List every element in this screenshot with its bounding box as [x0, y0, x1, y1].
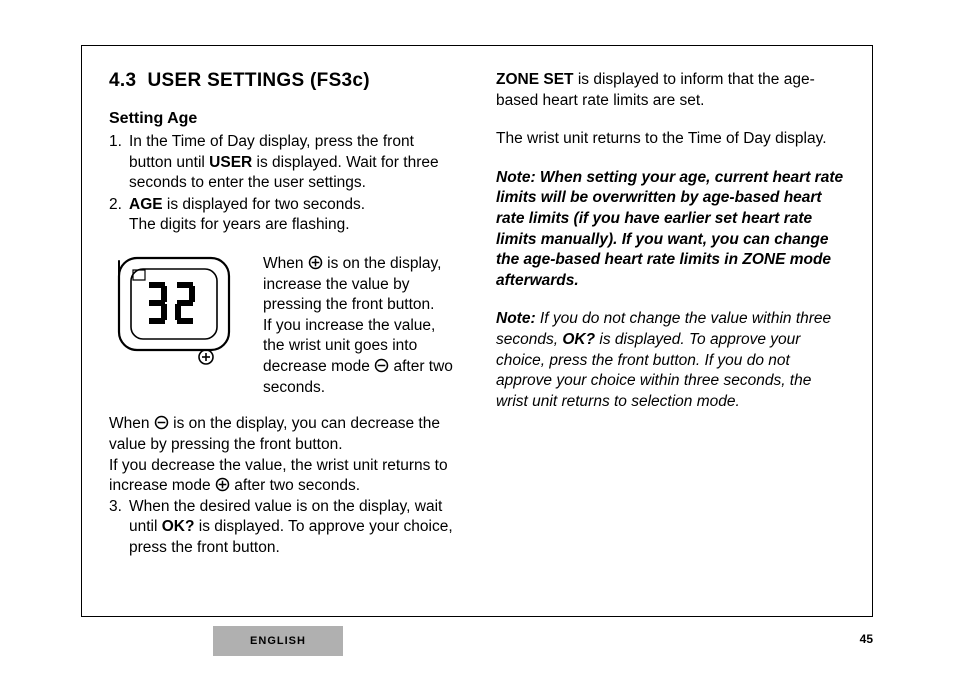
- spacer: [496, 291, 847, 309]
- minus-icon: [154, 415, 169, 430]
- step-1: 1. In the Time of Day display, press the…: [109, 132, 460, 194]
- step-2-text: AGE is displayed for two seconds. The di…: [129, 195, 460, 236]
- fig-para-1: When is on the display, increase the val…: [263, 254, 460, 316]
- spacer: [496, 111, 847, 129]
- below-fig-para-2: If you decrease the value, the wrist uni…: [109, 456, 460, 497]
- figure-text: When is on the display, increase the val…: [263, 254, 460, 398]
- return-line: The wrist unit returns to the Time of Da…: [496, 129, 847, 150]
- step-2: 2. AGE is displayed for two seconds. The…: [109, 195, 460, 236]
- note-2: Note: If you do not change the value wit…: [496, 309, 847, 412]
- spacer: [496, 150, 847, 168]
- footer: ENGLISH 45: [81, 626, 873, 656]
- device-illustration: [115, 254, 233, 374]
- note-1-text: When setting your age, current heart rat…: [496, 169, 843, 289]
- step-3-num: 3.: [109, 497, 129, 559]
- plus-icon: [308, 255, 323, 270]
- step-3: 3. When the desired value is on the disp…: [109, 497, 460, 559]
- step-3-text: When the desired value is on the display…: [129, 497, 460, 559]
- section-title-text: USER SETTINGS (FS3c): [148, 70, 370, 91]
- spacer: [109, 560, 460, 578]
- note-1-label: Note:: [496, 169, 536, 186]
- minus-icon: [374, 358, 389, 373]
- section-title: 4.3 USER SETTINGS (FS3c): [109, 70, 460, 92]
- note-1: Note: When setting your age, current hea…: [496, 168, 847, 292]
- note-2-text: If you do not change the value within th…: [496, 310, 831, 409]
- page-number: 45: [860, 632, 873, 646]
- step-2-line-1: AGE is displayed for two seconds.: [129, 195, 460, 216]
- step-1-text: In the Time of Day display, press the fr…: [129, 132, 460, 194]
- step-1-num: 1.: [109, 132, 129, 194]
- zone-set-para: ZONE SET is displayed to inform that the…: [496, 70, 847, 111]
- language-tab: ENGLISH: [213, 626, 343, 656]
- figure-row: When is on the display, increase the val…: [109, 254, 460, 398]
- plus-icon: [215, 477, 230, 492]
- step-2-num: 2.: [109, 195, 129, 236]
- content-columns: 4.3 USER SETTINGS (FS3c) Setting Age 1. …: [109, 70, 847, 600]
- below-fig-para-1: When is on the display, you can decrease…: [109, 414, 460, 455]
- step-2-line-2: The digits for years are flashing.: [129, 215, 460, 236]
- subhead-setting-age: Setting Age: [109, 110, 460, 128]
- fig-para-2: If you increase the value, the wrist uni…: [263, 316, 460, 398]
- note-2-label: Note:: [496, 310, 536, 327]
- section-number: 4.3: [109, 70, 136, 91]
